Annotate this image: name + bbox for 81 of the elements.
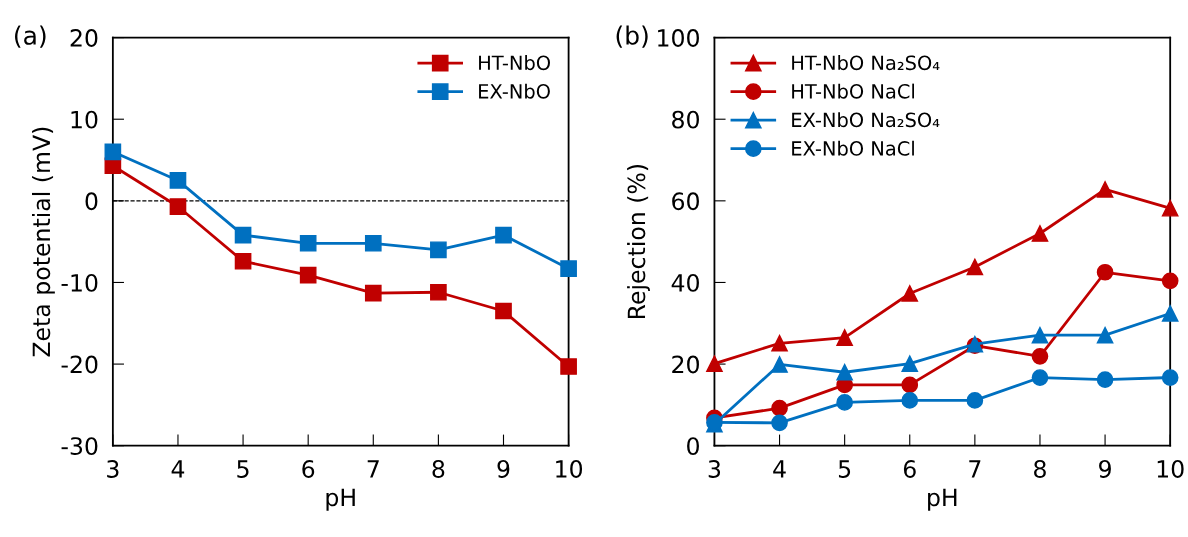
y-axis-title: Rejection (%) [627, 164, 650, 319]
point [901, 355, 919, 373]
point [495, 302, 512, 320]
point [430, 241, 447, 259]
y-tick-label: -10 [61, 273, 98, 292]
point [1161, 272, 1179, 290]
point [430, 283, 447, 301]
point [169, 198, 187, 215]
point [1096, 326, 1114, 344]
point [1031, 347, 1049, 365]
x-axis-title: pH [928, 488, 957, 511]
x-tick-label: 3 [107, 460, 119, 478]
x-tick-label: 5 [838, 460, 851, 478]
y-tick-label: 10 [71, 110, 98, 129]
point [966, 392, 984, 409]
y-tick-label: 20 [672, 355, 699, 374]
y-axis-title: Zeta potential (mV) [32, 127, 55, 357]
x-tick-label: 8 [432, 460, 445, 478]
point [1161, 305, 1179, 322]
point [234, 252, 252, 270]
point [234, 226, 252, 244]
point [901, 285, 919, 302]
text: (b) [616, 25, 648, 48]
x-tick-label: 4 [171, 460, 185, 478]
y-tick-label: 40 [671, 273, 699, 292]
point [706, 355, 723, 373]
point [1161, 199, 1179, 217]
point [901, 376, 919, 394]
point [560, 358, 577, 375]
legend-label: HT-NbO Na₂SO₄ [792, 55, 940, 71]
y-tick-label: 100 [658, 29, 699, 47]
y-tick-label: -30 [61, 437, 98, 456]
point [771, 414, 788, 432]
point [771, 356, 788, 373]
legend-label: EX-NbO [479, 83, 550, 99]
point [836, 363, 853, 381]
point [104, 143, 122, 161]
x-tick-label: 7 [367, 460, 379, 478]
legend-label: HT-NbO [479, 55, 551, 71]
legend-label: EX-NbO Na₂SO₄ [792, 112, 940, 128]
x-tick-label: 6 [302, 460, 315, 478]
legend-label: EX-NbO NaCl [792, 140, 914, 156]
point [836, 394, 853, 411]
x-tick-label: 6 [903, 460, 916, 478]
point [364, 234, 382, 252]
point [1031, 225, 1049, 242]
x-tick-label: 8 [1034, 460, 1046, 478]
point [771, 399, 788, 417]
x-tick-label: 10 [556, 460, 583, 478]
x-tick-label: 3 [708, 460, 721, 478]
point [966, 258, 984, 276]
point [1031, 369, 1049, 386]
point [836, 329, 853, 346]
x-tick-label: 7 [969, 460, 981, 478]
point [169, 172, 187, 189]
point [771, 334, 788, 352]
point [1096, 371, 1114, 388]
point [299, 234, 317, 252]
point [1096, 181, 1114, 198]
point [299, 266, 317, 284]
x-tick-label: 5 [237, 460, 249, 478]
y-tick-label: 20 [70, 29, 98, 47]
x-tick-label: 10 [1157, 460, 1184, 478]
x-tick-label: 9 [497, 460, 510, 478]
x-tick-label: 4 [773, 460, 786, 478]
x-tick-label: 9 [1099, 460, 1111, 478]
point [1161, 369, 1179, 386]
y-tick-label: 0 [85, 192, 98, 211]
point [560, 260, 577, 277]
legend-label: HT-NbO NaCl [792, 83, 914, 99]
point [364, 284, 382, 302]
point [901, 392, 919, 409]
point [1096, 263, 1114, 281]
point [495, 226, 512, 244]
text: (a) [15, 25, 46, 48]
y-tick-label: -20 [61, 355, 98, 374]
y-tick-label: 80 [672, 110, 699, 129]
y-tick-label: 60 [672, 192, 699, 211]
y-tick-label: 0 [687, 437, 699, 456]
x-axis-title: pH [326, 488, 355, 511]
point [1031, 326, 1049, 344]
